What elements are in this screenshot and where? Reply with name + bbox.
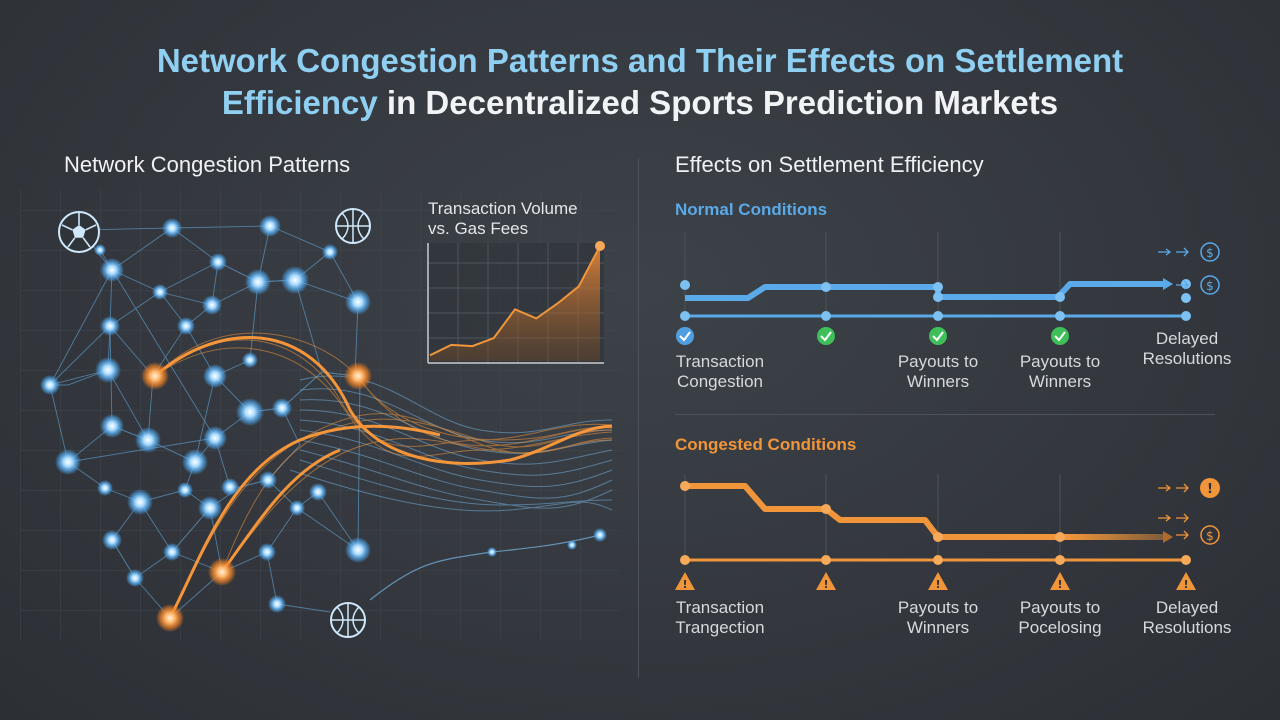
title-highlight: Efficiency	[221, 84, 378, 121]
normal-stage-5: Delayed Resolutions	[1122, 329, 1252, 369]
normal-stage-1: Transaction Congestion	[655, 352, 785, 392]
congested-timeline: ! $ ! ! ! ! !	[675, 474, 1220, 591]
normal-nodes	[680, 279, 1191, 321]
chart-point	[595, 241, 605, 251]
transaction-volume-chart	[427, 241, 605, 364]
stage-label: Payouts to	[897, 352, 979, 371]
congested-flow-line	[685, 483, 1165, 540]
svg-text:!: !	[1207, 482, 1213, 497]
stage-label: Payouts to	[1019, 352, 1101, 371]
congested-stage-5: Delayed Resolutions	[1122, 598, 1252, 638]
normal-conditions-label: Normal Conditions	[675, 200, 828, 219]
mini-chart-title-line1: Transaction Volume	[428, 199, 578, 218]
left-panel-heading: Network Congestion Patterns	[64, 152, 351, 177]
warning-icon: !	[1176, 572, 1196, 591]
mini-chart-title-line2: vs. Gas Fees	[428, 219, 529, 238]
basketball-icon	[335, 208, 371, 244]
svg-text:!: !	[682, 578, 687, 591]
congested-conditions-label: Congested Conditions	[675, 435, 857, 454]
chart-area	[430, 246, 600, 361]
normal-stage-4: Payouts to Winners	[995, 352, 1125, 392]
stage-label: Delayed	[1155, 598, 1219, 617]
panel-divider	[638, 158, 639, 678]
stage-label: Trangection	[675, 618, 765, 637]
svg-text:$: $	[1206, 279, 1214, 293]
normal-timeline: $ $	[676, 232, 1220, 345]
main-title-line2: Efficiency in Decentralized Sports Predi…	[0, 82, 1280, 124]
dollar-icon: $	[1200, 242, 1220, 262]
conditions-divider	[675, 414, 1215, 415]
normal-flow-line	[685, 281, 1165, 301]
dollar-icon: $	[1200, 525, 1220, 545]
stage-label: Payouts to	[1019, 598, 1101, 617]
svg-text:!: !	[935, 578, 940, 591]
check-icon	[929, 327, 947, 345]
svg-text:$: $	[1206, 246, 1214, 260]
congested-stage-4: Payouts to Pocelosing	[995, 598, 1125, 638]
right-panel-heading: Effects on Settlement Efficiency	[675, 152, 984, 177]
main-title-line1: Network Congestion Patterns and Their Ef…	[156, 42, 1124, 79]
stage-label: Pocelosing	[1018, 618, 1102, 637]
stage-label: Payouts to	[897, 598, 979, 617]
stage-label: Resolutions	[1142, 349, 1232, 368]
stage-label: Winners	[1028, 372, 1092, 391]
stage-label: Winners	[906, 372, 970, 391]
stage-label: Winners	[906, 618, 970, 637]
stage-label: Delayed	[1155, 329, 1219, 348]
network-diagram	[20, 190, 620, 640]
congested-stage-1: Transaction Trangection	[655, 598, 785, 638]
network-nodes	[40, 215, 607, 632]
congested-nodes	[680, 481, 1191, 565]
warning-icon: !	[816, 572, 836, 591]
orange-main-flow	[154, 336, 613, 619]
check-icon	[1051, 327, 1069, 345]
svg-text:$: $	[1206, 529, 1214, 543]
warning-icon: !	[1200, 478, 1220, 498]
normal-arrows	[1158, 247, 1189, 290]
normal-stage-3: Payouts to Winners	[873, 352, 1003, 392]
stage-label: Transaction	[675, 352, 765, 371]
title-rest: in Decentralized Sports Prediction Marke…	[377, 84, 1059, 121]
soccer-ball-icon	[58, 211, 100, 253]
congested-arrows	[1158, 483, 1189, 540]
svg-text:!: !	[1183, 578, 1188, 591]
svg-text:!: !	[1057, 578, 1062, 591]
stage-label: Resolutions	[1142, 618, 1232, 637]
congested-stage-3: Payouts to Winners	[873, 598, 1003, 638]
basketball-icon	[330, 602, 366, 638]
stage-label: Transaction	[675, 598, 765, 617]
check-icon	[817, 327, 835, 345]
warning-icon: !	[675, 572, 695, 591]
mini-chart-title: Transaction Volume vs. Gas Fees	[428, 199, 578, 239]
dollar-icon: $	[1200, 275, 1220, 295]
chart-line	[429, 245, 601, 357]
stage-label: Congestion	[676, 372, 763, 391]
warning-icon: !	[928, 572, 948, 591]
orange-flow-lines	[154, 332, 613, 619]
check-icon	[676, 327, 694, 345]
warning-icon: !	[1050, 572, 1070, 591]
svg-text:!: !	[823, 578, 828, 591]
